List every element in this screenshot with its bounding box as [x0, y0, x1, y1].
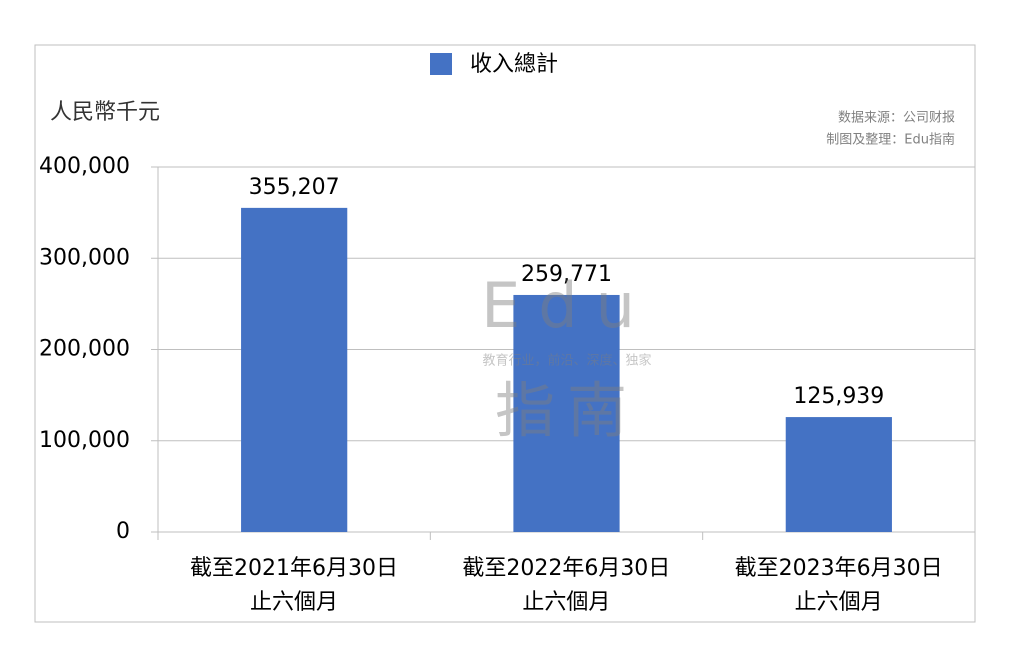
- y-tick-label: 400,000: [39, 154, 130, 179]
- watermark-subtitle: 教育行业，前沿、深度、独家: [482, 353, 651, 369]
- plot: 0 100,000 200,000 300,000 400,000 355,207 259,…: [39, 154, 976, 544]
- legend-swatch: [430, 53, 452, 75]
- bar: [513, 294, 620, 532]
- value-label: 125,939: [793, 384, 884, 409]
- legend-label: 收入總計: [470, 52, 558, 77]
- y-tick-label: 200,000: [39, 337, 130, 362]
- x-tick-label: 截至2021年6月30日 止六個月: [190, 556, 398, 615]
- bar: [785, 417, 892, 532]
- y-tick-label: 300,000: [39, 245, 130, 270]
- x-tick-label: 截至2023年6月30日 止六個月: [734, 556, 943, 615]
- source-note: 制图及整理：Edu指南: [826, 132, 955, 148]
- chart-frame: [34, 44, 976, 623]
- y-tick-label: 0: [116, 519, 130, 544]
- x-tick-label: 截至2022年6月30日 止六個月: [462, 556, 671, 615]
- y-axis-label: 人民幣千元: [50, 100, 160, 125]
- y-tick-label: 100,000: [39, 428, 130, 453]
- watermark-title: Edu: [481, 269, 653, 342]
- value-label: 259,771: [521, 262, 612, 287]
- source-note: 数据来源：公司财报: [838, 111, 955, 126]
- watermark: Edu 教育行业，前沿、深度、独家 指南: [481, 269, 653, 447]
- bar: [241, 207, 348, 533]
- watermark-name: 指南: [495, 377, 639, 447]
- value-label: 355,207: [249, 175, 340, 200]
